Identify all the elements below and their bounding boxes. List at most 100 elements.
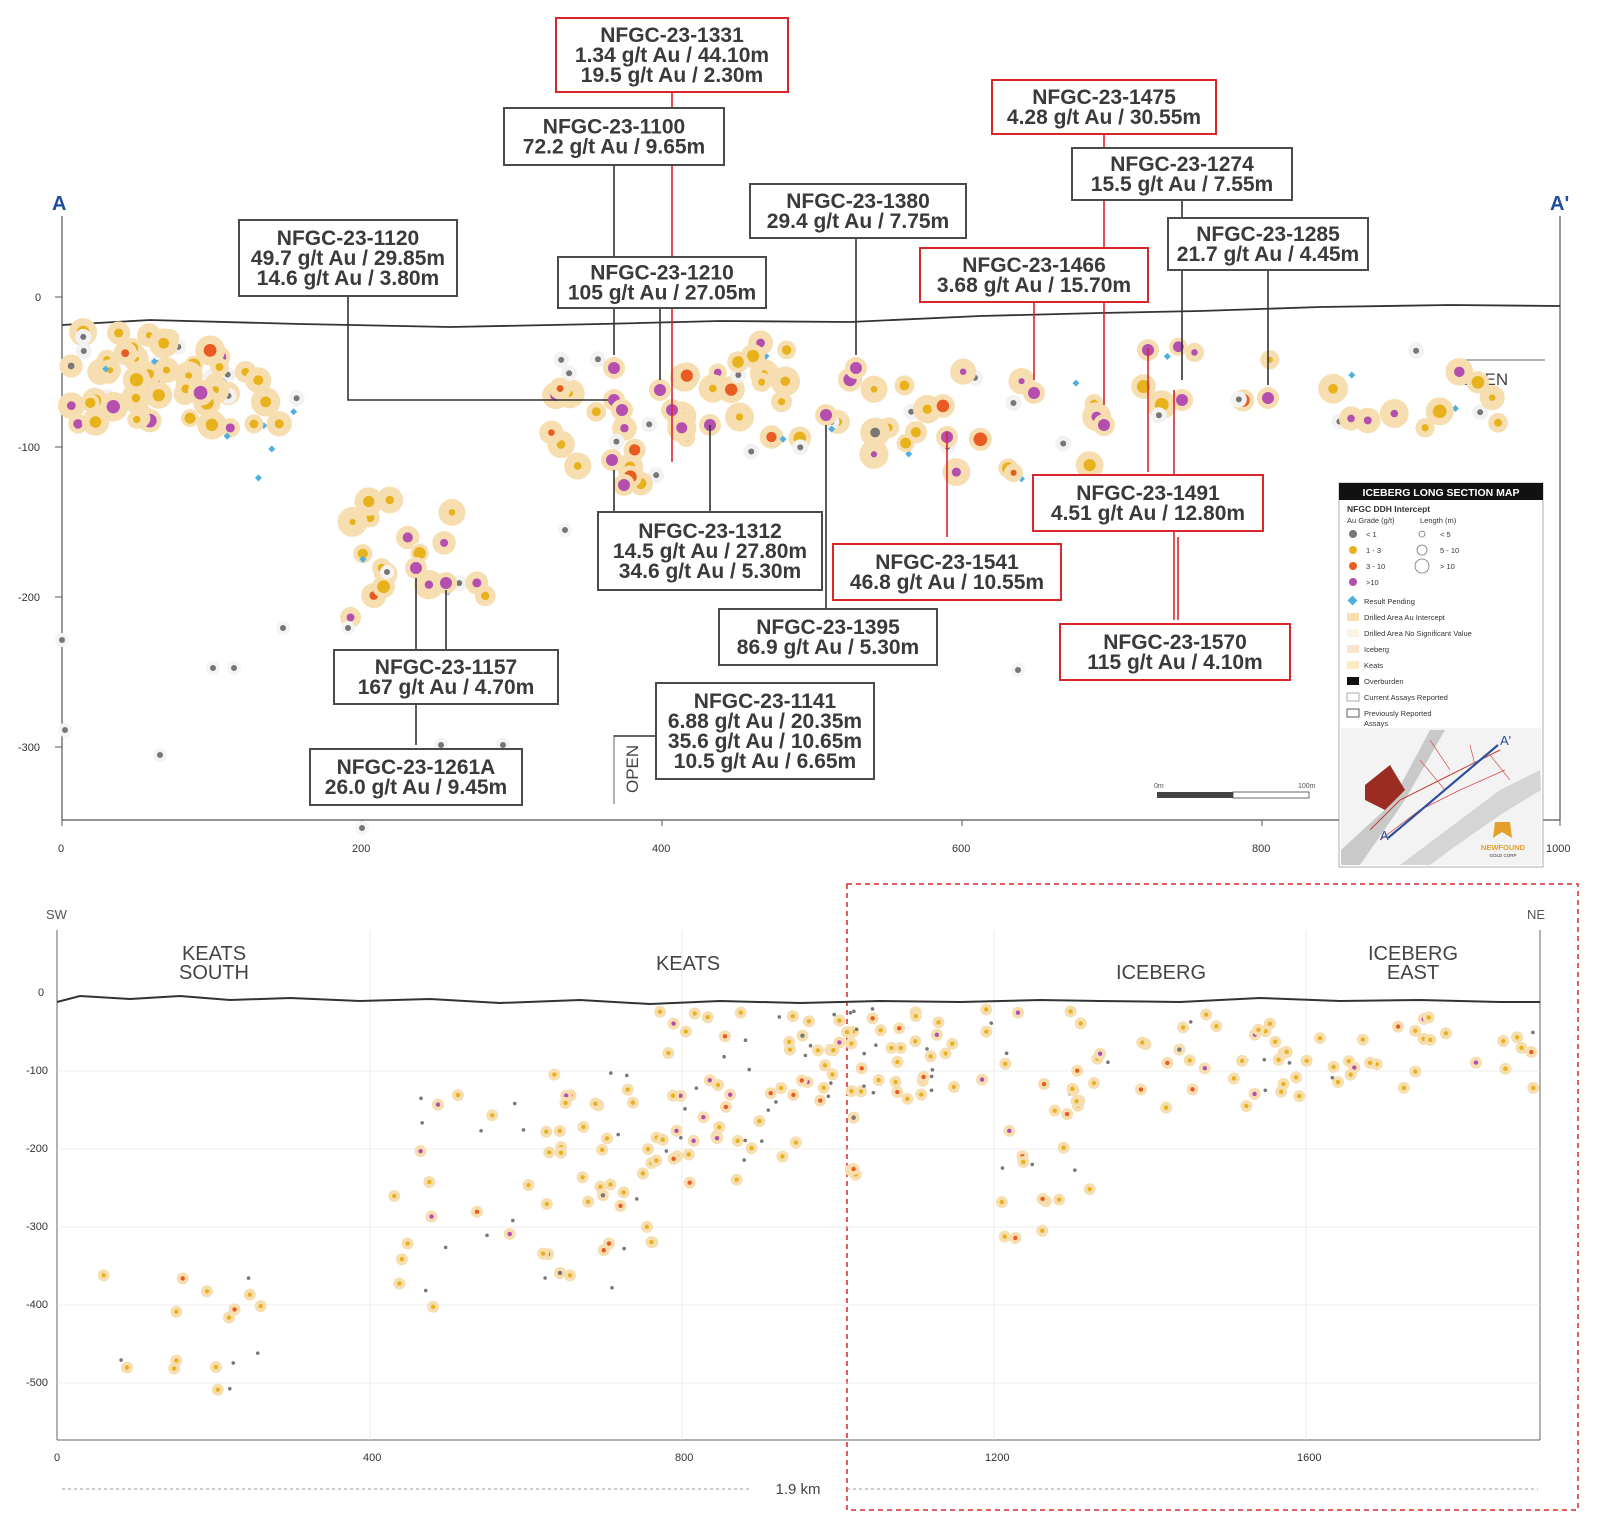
intercept-point xyxy=(562,527,568,533)
intercept-point xyxy=(951,1084,957,1090)
intercept-point xyxy=(644,1224,650,1230)
legend-length-3: > 10 xyxy=(1440,562,1455,571)
intercept-point xyxy=(540,1251,546,1256)
intercept-point xyxy=(921,1074,926,1080)
intercept-point xyxy=(479,1128,483,1133)
intercept-point xyxy=(280,625,286,631)
intercept-point xyxy=(735,372,742,379)
intercept-point xyxy=(599,1147,605,1153)
intercept-point xyxy=(293,395,300,402)
intercept-point xyxy=(162,366,171,374)
intercept-point xyxy=(900,437,912,449)
intercept-point xyxy=(500,742,506,748)
intercept-point xyxy=(1083,458,1096,472)
intercept-point xyxy=(556,385,564,393)
intercept-point xyxy=(930,1067,935,1072)
top-long-section: A A' 0 -100 -200 -300 0 200 400 600 800 xyxy=(18,17,1570,855)
intercept-point xyxy=(786,1039,792,1045)
intercept-point xyxy=(821,1085,826,1091)
intercept-point xyxy=(895,1089,900,1095)
intercept-point xyxy=(1010,399,1017,406)
intercept-point xyxy=(610,1285,614,1290)
intercept-point xyxy=(1443,1031,1449,1036)
intercept-point xyxy=(936,399,950,413)
intercept-point xyxy=(204,1289,210,1294)
bottom-x-tick: 800 xyxy=(675,1452,693,1464)
intercept-point xyxy=(593,1101,598,1106)
intercept-point xyxy=(687,1180,692,1185)
intercept-point xyxy=(759,1139,764,1143)
intercept-point xyxy=(820,409,832,421)
intercept-point xyxy=(919,1092,924,1097)
intercept-point xyxy=(205,418,219,432)
intercept-point xyxy=(185,372,193,380)
intercept-point xyxy=(1262,1057,1267,1062)
pending-marker xyxy=(1163,352,1171,360)
intercept-point xyxy=(1348,1072,1353,1077)
intercept-point xyxy=(1263,1088,1268,1093)
intercept-point xyxy=(114,328,124,338)
intercept-point xyxy=(423,1288,428,1293)
intercept-point xyxy=(723,1104,729,1110)
intercept-point xyxy=(653,472,660,479)
region-keats: KEATS xyxy=(656,953,720,975)
bottom-y-tick: -400 xyxy=(26,1299,48,1311)
intercept-point xyxy=(174,1358,179,1363)
intercept-point xyxy=(777,1015,782,1019)
callout-line: NFGC-23-1274 xyxy=(1110,153,1254,176)
intercept-point xyxy=(705,1015,710,1020)
intercept-point xyxy=(1203,1012,1209,1017)
intercept-point xyxy=(580,1175,585,1180)
intercept-point xyxy=(405,1241,410,1246)
intercept-point xyxy=(732,356,744,368)
intercept-point xyxy=(158,337,170,349)
intercept-point xyxy=(851,1115,856,1120)
intercept-point xyxy=(780,376,791,387)
legend-grade-4: >10 xyxy=(1366,578,1379,587)
callout-line: 115 g/t Au / 4.10m xyxy=(1087,651,1262,674)
intercept-point xyxy=(1352,1065,1357,1070)
intercept-point xyxy=(1281,1081,1286,1087)
intercept-point xyxy=(929,1088,934,1093)
intercept-point xyxy=(876,1077,881,1083)
intercept-point xyxy=(766,431,777,443)
intercept-point xyxy=(1003,1061,1008,1066)
intercept-point xyxy=(670,1093,676,1098)
legend-grade-3: 3 - 10 xyxy=(1366,562,1385,571)
intercept-point xyxy=(604,1136,610,1141)
intercept-point xyxy=(1060,440,1067,447)
bottom-y-tick: -500 xyxy=(26,1377,48,1389)
intercept-point xyxy=(870,427,881,438)
intercept-point xyxy=(392,1193,397,1199)
region-iceberg: ICEBERG xyxy=(1116,962,1206,984)
pending-marker xyxy=(254,474,262,482)
intercept-point xyxy=(1531,1085,1536,1091)
intercept-point xyxy=(606,1241,612,1246)
intercept-point xyxy=(799,1078,804,1083)
intercept-point xyxy=(1040,1228,1045,1233)
scale-bar-end: 100m xyxy=(1298,783,1316,790)
callout-line: 19.5 g/t Au / 2.30m xyxy=(581,64,763,87)
intercept-point xyxy=(1176,394,1188,406)
intercept-point xyxy=(674,1128,679,1133)
intercept-point xyxy=(1426,1015,1431,1020)
intercept-point xyxy=(701,1115,706,1120)
intercept-point xyxy=(793,1140,799,1145)
callout-line: NFGC-23-1541 xyxy=(875,551,1019,574)
intercept-point xyxy=(878,1028,883,1033)
callout-line: 1.34 g/t Au / 44.10m xyxy=(575,44,769,67)
legend-item-au-intercept: Drilled Area Au Intercept xyxy=(1364,613,1446,622)
callout-line: NFGC-23-1285 xyxy=(1196,223,1340,246)
intercept-point xyxy=(558,1150,564,1155)
intercept-point xyxy=(774,1100,778,1104)
intercept-point xyxy=(608,1182,613,1187)
intercept-point xyxy=(231,1361,236,1365)
callout-line: NFGC-23-1395 xyxy=(756,616,900,639)
intercept-point xyxy=(474,1209,480,1214)
intercept-point xyxy=(908,408,915,415)
intercept-point xyxy=(822,1063,828,1068)
intercept-point xyxy=(707,1077,712,1083)
intercept-point xyxy=(1214,1024,1219,1029)
